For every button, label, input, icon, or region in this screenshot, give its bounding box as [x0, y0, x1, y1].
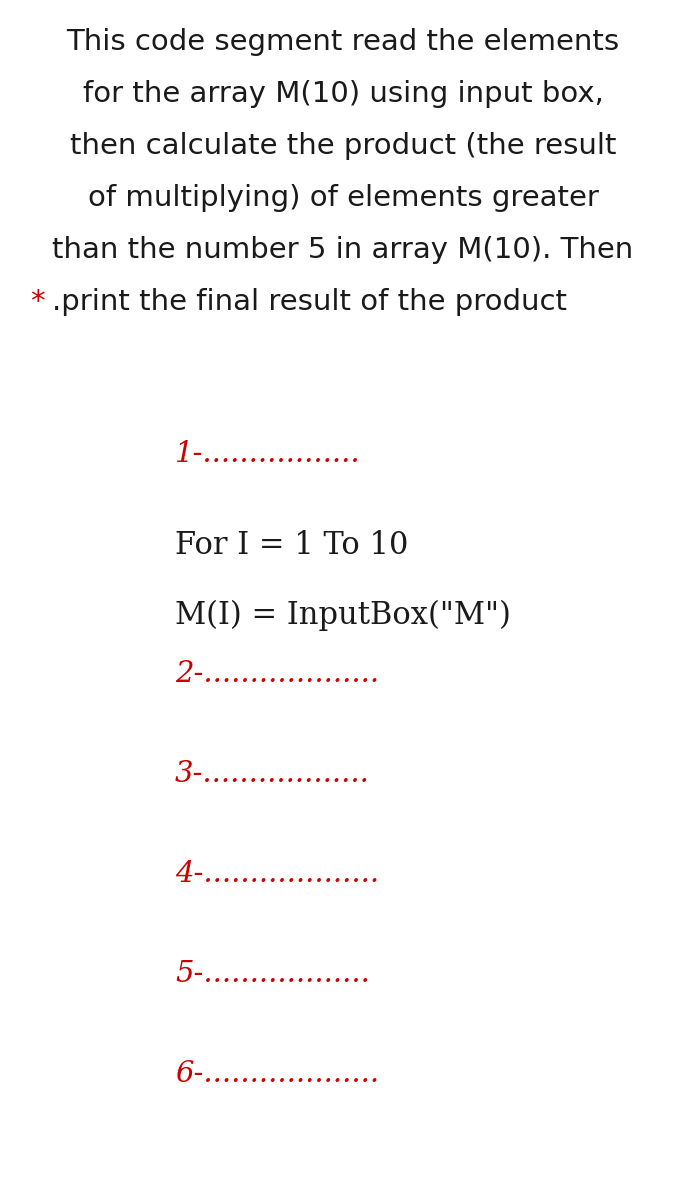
- Text: then calculate the product (the result: then calculate the product (the result: [70, 132, 616, 160]
- Text: 1-.................: 1-.................: [175, 440, 361, 468]
- Text: for the array M(10) using input box,: for the array M(10) using input box,: [82, 80, 604, 108]
- Text: of multiplying) of elements greater: of multiplying) of elements greater: [88, 184, 598, 212]
- Text: *: *: [30, 288, 45, 316]
- Text: 3-..................: 3-..................: [175, 760, 370, 788]
- Text: 4-...................: 4-...................: [175, 860, 379, 888]
- Text: than the number 5 in array M(10). Then: than the number 5 in array M(10). Then: [52, 236, 634, 264]
- Text: M(I) = InputBox("M"): M(I) = InputBox("M"): [175, 600, 511, 631]
- Text: .print the final result of the product: .print the final result of the product: [52, 288, 567, 316]
- Text: 5-..................: 5-..................: [175, 960, 370, 988]
- Text: This code segment read the elements: This code segment read the elements: [67, 28, 619, 56]
- Text: 2-...................: 2-...................: [175, 660, 379, 688]
- Text: 6-...................: 6-...................: [175, 1060, 379, 1088]
- Text: For I = 1 To 10: For I = 1 To 10: [175, 530, 408, 560]
